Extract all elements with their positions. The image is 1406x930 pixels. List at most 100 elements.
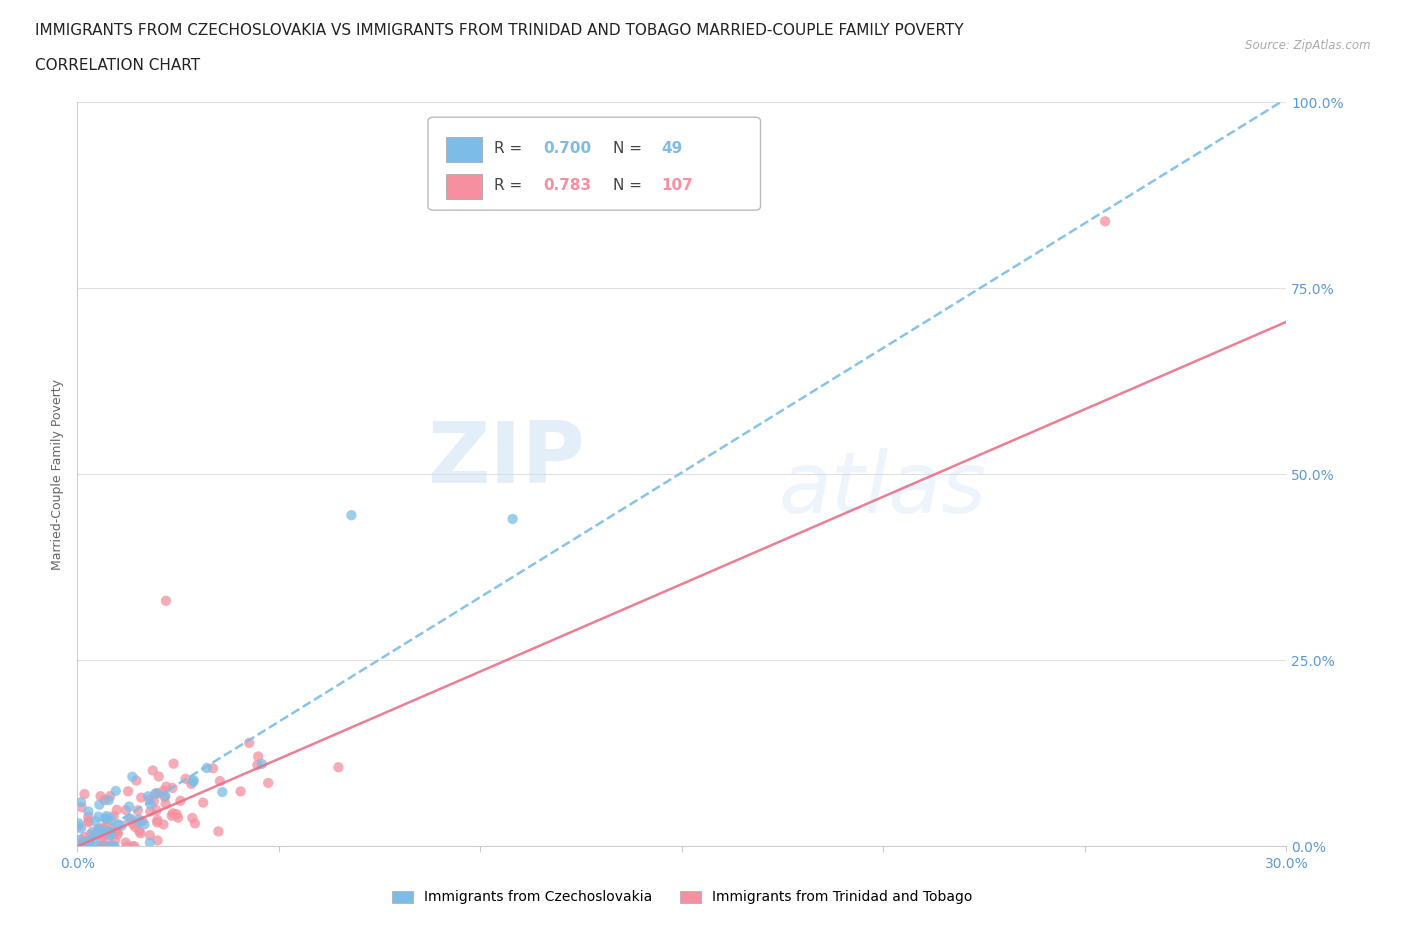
Point: [211, 785, 233, 800]
Point: [183, 775, 205, 790]
Point: [70, 800, 93, 815]
Point: [94, 839, 117, 854]
Point: [129, 826, 152, 841]
Point: [105, 803, 128, 817]
Point: [76, 839, 98, 854]
Point: [257, 776, 280, 790]
Point: [148, 786, 170, 801]
Point: [83, 828, 105, 843]
Text: IMMIGRANTS FROM CZECHOSLOVAKIA VS IMMIGRANTS FROM TRINIDAD AND TOBAGO MARRIED-CO: IMMIGRANTS FROM CZECHOSLOVAKIA VS IMMIGR…: [35, 23, 963, 38]
Point: [183, 773, 205, 788]
Point: [134, 817, 156, 831]
Point: [70, 839, 93, 854]
Text: ZIP: ZIP: [427, 418, 585, 501]
Point: [100, 811, 122, 826]
Point: [67, 839, 90, 854]
Point: [90, 839, 112, 854]
Point: [89, 823, 111, 838]
Text: 0.700: 0.700: [543, 141, 591, 156]
Point: [90, 839, 112, 854]
Point: [107, 817, 129, 832]
Point: [69, 839, 91, 854]
Text: Source: ZipAtlas.com: Source: ZipAtlas.com: [1246, 39, 1371, 52]
Point: [91, 823, 114, 838]
Point: [83, 831, 105, 846]
Point: [90, 789, 112, 804]
Point: [1094, 214, 1116, 229]
Point: [79, 827, 101, 842]
Point: [142, 794, 165, 809]
Point: [89, 839, 111, 854]
Text: atlas: atlas: [779, 447, 987, 531]
Point: [155, 789, 177, 804]
Point: [184, 816, 207, 830]
Point: [67, 839, 90, 854]
Point: [107, 827, 129, 842]
Point: [70, 839, 93, 854]
Text: CORRELATION CHART: CORRELATION CHART: [35, 58, 200, 73]
Point: [97, 792, 120, 807]
Point: [208, 774, 231, 789]
Point: [70, 821, 93, 836]
Point: [97, 814, 120, 829]
Point: [90, 831, 112, 846]
Point: [139, 835, 162, 850]
Point: [174, 771, 197, 786]
Point: [124, 839, 146, 854]
Point: [146, 833, 169, 848]
Point: [103, 808, 125, 823]
Point: [67, 818, 90, 833]
Point: [104, 839, 127, 854]
Point: [502, 512, 524, 526]
Point: [73, 787, 96, 802]
Y-axis label: Married-Couple Family Poverty: Married-Couple Family Poverty: [51, 379, 65, 570]
Point: [162, 780, 184, 795]
Point: [96, 809, 118, 824]
Point: [118, 799, 141, 814]
Point: [100, 828, 122, 843]
Point: [89, 839, 111, 854]
Point: [91, 820, 114, 835]
Point: [101, 820, 124, 835]
Point: [101, 839, 124, 854]
Point: [146, 815, 169, 830]
Point: [180, 777, 202, 791]
Point: [104, 824, 127, 839]
Point: [142, 763, 165, 777]
Point: [136, 789, 159, 804]
Point: [96, 812, 118, 827]
Point: [79, 833, 101, 848]
Point: [93, 792, 115, 807]
Point: [82, 839, 104, 854]
Point: [73, 839, 96, 854]
Point: [122, 817, 145, 831]
Point: [73, 834, 96, 849]
Point: [98, 824, 121, 839]
Point: [94, 811, 117, 826]
Point: [120, 811, 142, 826]
Point: [128, 812, 150, 827]
Point: [138, 792, 160, 807]
Point: [131, 814, 153, 829]
Text: N =: N =: [613, 179, 647, 193]
Point: [246, 757, 269, 772]
Point: [160, 808, 183, 823]
Point: [166, 807, 188, 822]
Point: [96, 824, 118, 839]
Legend: Immigrants from Czechoslovakia, Immigrants from Trinidad and Tobago: Immigrants from Czechoslovakia, Immigran…: [387, 885, 977, 910]
Point: [181, 810, 204, 825]
Point: [67, 816, 90, 830]
Point: [169, 793, 191, 808]
Point: [201, 761, 224, 776]
Point: [79, 839, 101, 854]
Point: [207, 824, 229, 839]
Point: [167, 810, 190, 825]
Point: [97, 839, 120, 854]
Point: [77, 804, 100, 819]
Bar: [446, 174, 482, 199]
Point: [77, 839, 100, 854]
Point: [229, 784, 252, 799]
Point: [67, 839, 90, 854]
Text: N =: N =: [613, 141, 647, 156]
Point: [93, 821, 115, 836]
